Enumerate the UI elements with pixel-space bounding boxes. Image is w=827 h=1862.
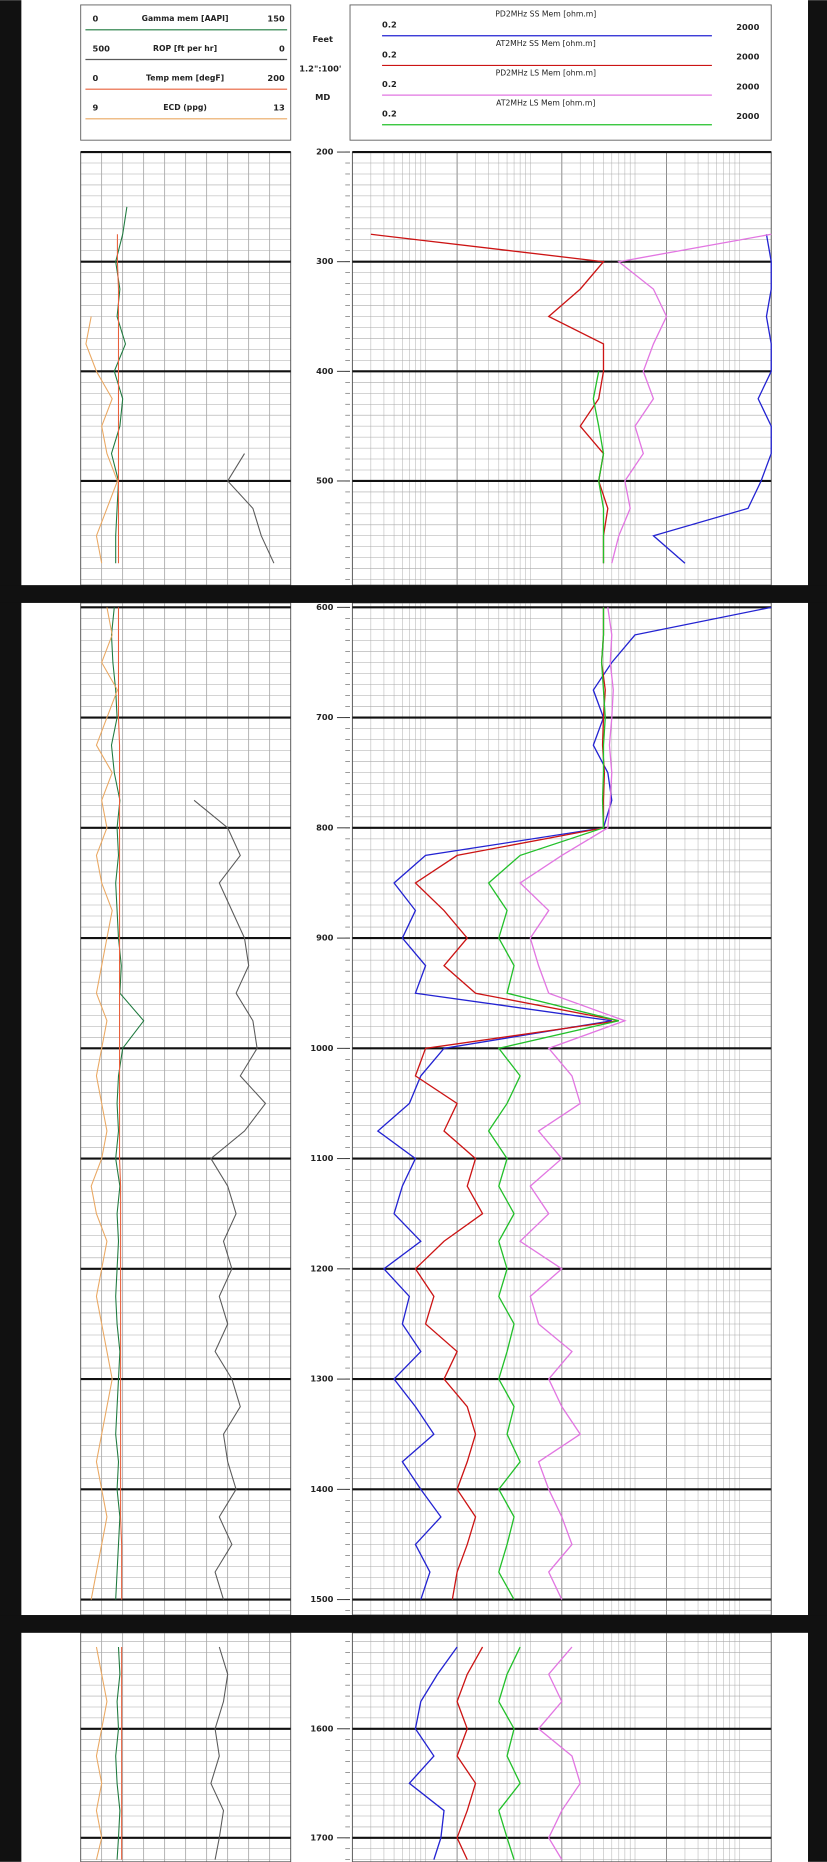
curve xyxy=(519,607,627,1600)
depth-label: 1400 xyxy=(310,1484,333,1494)
panel-break xyxy=(0,1615,827,1633)
curve xyxy=(592,371,605,564)
depth-label: 1000 xyxy=(310,1043,333,1053)
curve xyxy=(117,607,123,1600)
depth-ref: MD xyxy=(315,92,330,102)
scale-min: 9 xyxy=(93,103,99,113)
curve-name: AT2MHz SS Mem [ohm.m] xyxy=(496,39,596,48)
curve xyxy=(115,1646,121,1860)
curve xyxy=(414,607,619,1600)
depth-label: 300 xyxy=(316,256,334,266)
scale-min: 0 xyxy=(93,73,99,83)
depth-label: 600 xyxy=(316,602,334,612)
scale-min: 0.2 xyxy=(382,109,397,119)
curve xyxy=(90,607,119,1600)
curve xyxy=(537,1646,581,1860)
depth-label: 1300 xyxy=(310,1374,333,1384)
curve-name: Gamma mem [AAPI] xyxy=(142,14,229,23)
scale-min: 0 xyxy=(93,14,99,24)
panel-break xyxy=(0,585,827,603)
depth-label: 1200 xyxy=(310,1263,333,1273)
depth-label: 1700 xyxy=(310,1832,333,1842)
scale-max: 200 xyxy=(267,73,285,83)
depth-label: 500 xyxy=(316,475,334,485)
curve-name: ECD (ppg) xyxy=(163,103,207,112)
header: Feet 1.2":100' MD 0 Gamma mem [AAPI] 150 50… xyxy=(80,4,772,141)
frame-right xyxy=(808,0,827,1862)
scale-max: 2000 xyxy=(736,81,759,91)
depth-label: 900 xyxy=(316,933,334,943)
depth-label: 200 xyxy=(316,147,334,157)
scale-max: 2000 xyxy=(736,52,759,62)
curves xyxy=(85,206,772,1860)
depth-label: 1600 xyxy=(310,1723,333,1733)
curve-name: ROP [ft per hr] xyxy=(153,44,217,53)
depth-label: 700 xyxy=(316,712,334,722)
depth-unit: Feet xyxy=(312,34,333,44)
curve-name: Temp mem [degF] xyxy=(146,73,224,82)
curve xyxy=(408,1646,458,1860)
depth-label: 800 xyxy=(316,822,334,832)
curve-name: PD2MHz LS Mem [ohm.m] xyxy=(496,69,596,78)
curve xyxy=(370,233,609,564)
curve xyxy=(193,799,267,1600)
left-header-box xyxy=(80,4,292,141)
depth-scale: 1.2":100' xyxy=(299,63,341,73)
depth-label: 1500 xyxy=(310,1594,333,1604)
scale-max: 2000 xyxy=(736,22,759,32)
curve xyxy=(376,606,772,1600)
right-header-box xyxy=(349,4,772,141)
curve xyxy=(487,607,619,1600)
curve xyxy=(95,1646,108,1860)
curve xyxy=(652,234,772,564)
scale-min: 0.2 xyxy=(382,49,397,59)
curve xyxy=(227,453,275,564)
scale-max: 0 xyxy=(279,43,285,53)
depth-label: 1100 xyxy=(310,1153,333,1163)
curve xyxy=(110,607,145,1600)
curve-name: PD2MHz SS Mem [ohm.m] xyxy=(495,9,596,18)
grid: 200 300 400 500 600 700 800 900 1000 1100 1200 1300… xyxy=(80,147,772,1862)
frame-left xyxy=(0,0,22,1862)
curve xyxy=(456,1646,484,1860)
curve xyxy=(498,1646,521,1860)
curve xyxy=(116,234,120,564)
scale-max: 150 xyxy=(267,14,285,24)
scale-max: 2000 xyxy=(736,111,759,121)
scale-min: 0.2 xyxy=(382,20,397,30)
curve xyxy=(611,233,772,564)
depth-label: 400 xyxy=(316,366,334,376)
scale-min: 500 xyxy=(93,43,111,53)
scale-min: 0.2 xyxy=(382,79,397,89)
curve-name: AT2MHz LS Mem [ohm.m] xyxy=(496,98,595,107)
curve xyxy=(85,316,119,564)
curve xyxy=(210,1646,229,1860)
scale-max: 13 xyxy=(273,103,285,113)
